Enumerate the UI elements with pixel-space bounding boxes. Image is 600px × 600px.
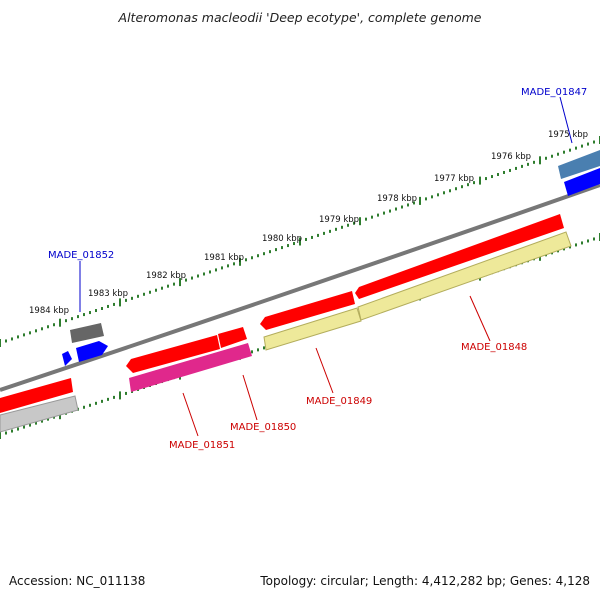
tick-label-1983: 1983 kbp [88,289,128,299]
tick-label-1984: 1984 kbp [29,306,69,316]
gene-feature-made01848[interactable] [355,214,564,299]
leader-line-made01847 [559,96,573,144]
gene-feature-dark-grey[interactable] [70,323,104,343]
outer-tick-track [0,136,600,347]
gene-feature-blue-tiny[interactable] [62,351,72,366]
leader-line-made01851 [182,392,199,437]
leader-line-made01850 [242,374,258,421]
gene-label-made01852[interactable]: MADE_01852 [48,250,114,261]
gene-label-made01848[interactable]: MADE_01848 [461,342,527,353]
gene-label-made01850[interactable]: MADE_01850 [230,422,296,433]
tick-label-1975: 1975 kbp [548,130,588,140]
gene-feature-steel-blue[interactable] [558,150,600,179]
gene-feature-made01847[interactable] [564,168,600,196]
gene-feature-yellow-1848[interactable] [357,231,572,321]
gene-label-made01847[interactable]: MADE_01847 [521,87,587,98]
gene-feature-made01849[interactable] [260,291,355,330]
map-title: Alteromonas macleodii 'Deep ecotype', co… [118,10,482,25]
tick-label-1979: 1979 kbp [319,215,359,225]
gene-feature-grey-left[interactable] [0,395,79,433]
leader-line-made01848 [469,295,491,342]
gene-feature-yellow-1849[interactable] [263,307,362,351]
footer-topology-info: Topology: circular; Length: 4,412,282 bp… [260,574,590,588]
tick-label-1978: 1978 kbp [377,194,417,204]
gene-feature-made01851[interactable] [126,335,220,373]
genome-backbone [0,183,600,392]
gene-feature-red-left[interactable] [0,378,73,413]
gene-feature-made01852[interactable] [76,341,108,362]
gene-feature-made01850[interactable] [218,327,247,348]
tick-label-1980: 1980 kbp [262,234,302,244]
tick-label-1976: 1976 kbp [491,152,531,162]
tick-label-1977: 1977 kbp [434,174,474,184]
footer-accession: Accession: NC_011138 [9,574,146,588]
gene-label-made01851[interactable]: MADE_01851 [169,440,235,451]
gene-label-made01849[interactable]: MADE_01849 [306,396,372,407]
gene-feature-magenta[interactable] [129,343,252,392]
leader-line-made01849 [315,347,334,394]
tick-label-1981: 1981 kbp [204,253,244,263]
tick-label-1982: 1982 kbp [146,271,186,281]
